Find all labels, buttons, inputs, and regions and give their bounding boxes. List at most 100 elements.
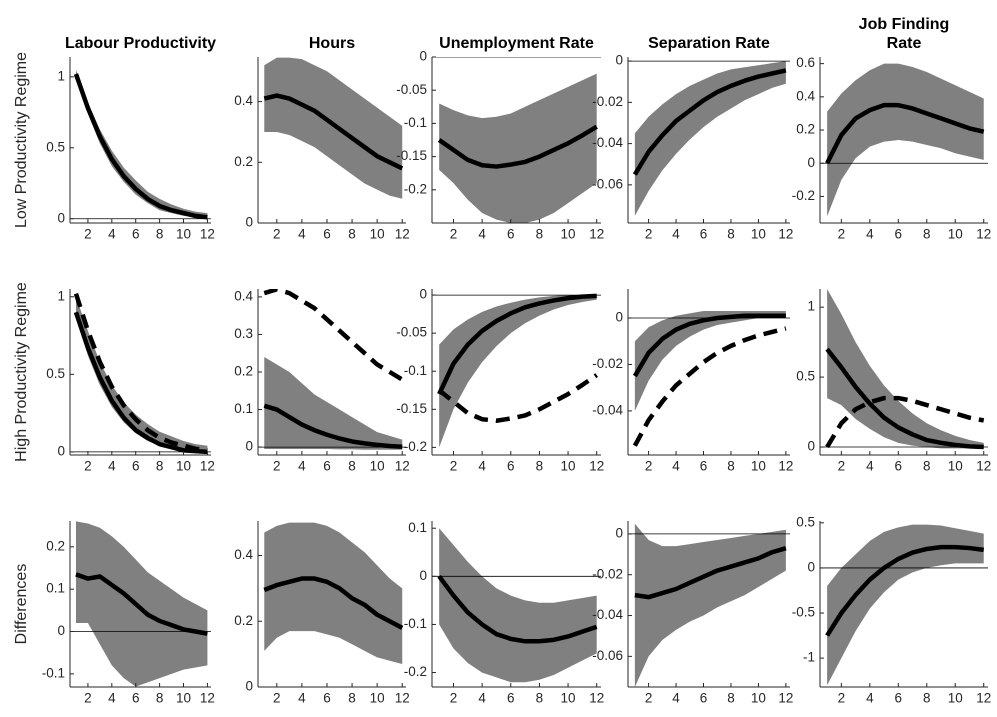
row-label: High Productivity Regime xyxy=(13,282,30,462)
x-tick-label: 8 xyxy=(923,691,931,706)
median-line xyxy=(437,574,598,644)
x-tick-label: 10 xyxy=(948,227,963,242)
x-tick-label: 4 xyxy=(478,691,486,706)
y-tick-label: -0.02 xyxy=(592,94,623,109)
x-tick-label: 10 xyxy=(176,691,191,706)
x-tick-label: 4 xyxy=(866,691,874,706)
x-tick-label: 4 xyxy=(108,459,116,474)
x-tick-label: 6 xyxy=(700,227,708,242)
panel-title: Unemployment Rate xyxy=(439,35,594,52)
y-tick-label: 0 xyxy=(245,439,253,454)
x-tick-label: 6 xyxy=(700,691,708,706)
x-tick-label: 8 xyxy=(923,227,931,242)
y-tick-label: 0 xyxy=(419,49,427,64)
median-line xyxy=(263,403,403,449)
y-tick-label: 0.6 xyxy=(796,55,815,70)
y-tick-label: -0.15 xyxy=(396,148,427,163)
confidence-band xyxy=(439,295,597,448)
x-tick-label: 10 xyxy=(370,459,385,474)
y-tick-label: -0.04 xyxy=(592,607,623,622)
y-tick-label: 1 xyxy=(57,68,65,83)
dashed-line xyxy=(632,326,787,447)
y-tick-label: -0.02 xyxy=(592,566,623,581)
y-tick-label: 0 xyxy=(57,210,65,225)
y-tick-label: 0 xyxy=(57,623,65,638)
y-tick-label: -0.2 xyxy=(404,181,427,196)
confidence-band xyxy=(634,311,786,411)
dashed-line xyxy=(825,395,985,449)
x-tick-label: 4 xyxy=(478,227,486,242)
panel xyxy=(628,60,790,216)
y-tick-label: -0.1 xyxy=(404,363,427,378)
y-tick-label: 0 xyxy=(419,287,427,302)
y-tick-label: 1 xyxy=(57,288,65,303)
x-tick-label: 8 xyxy=(348,227,356,242)
x-tick-label: 10 xyxy=(751,459,766,474)
median-line xyxy=(437,293,597,396)
median-line xyxy=(73,311,208,455)
median-line xyxy=(437,124,598,169)
confidence-band xyxy=(439,73,597,223)
y-tick-label: 0 xyxy=(615,310,623,325)
confidence-band xyxy=(634,61,786,216)
x-tick-label: 8 xyxy=(727,227,735,242)
dashed-line xyxy=(437,373,598,423)
x-tick-label: 4 xyxy=(866,227,874,242)
panel xyxy=(432,57,601,223)
x-tick-label: 2 xyxy=(84,459,92,474)
y-tick-label: 0 xyxy=(419,568,427,583)
x-tick-label: 8 xyxy=(348,691,356,706)
x-tick-label: 8 xyxy=(727,691,735,706)
x-tick-label: 10 xyxy=(176,227,191,242)
panel xyxy=(628,523,790,687)
x-tick-label: 6 xyxy=(895,459,903,474)
y-tick-label: -0.2 xyxy=(404,664,427,679)
confidence-band xyxy=(827,63,984,217)
x-tick-label: 8 xyxy=(348,459,356,474)
y-tick-label: -0.5 xyxy=(792,605,815,620)
panel xyxy=(432,293,601,448)
x-tick-label: 10 xyxy=(370,691,385,706)
x-tick-label: 8 xyxy=(156,227,164,242)
y-tick-label: 0.5 xyxy=(796,369,815,384)
y-tick-label: 0.1 xyxy=(408,520,427,535)
x-tick-label: 4 xyxy=(672,459,680,474)
y-tick-label: 0 xyxy=(807,559,815,574)
y-tick-label: 0 xyxy=(245,679,253,694)
x-tick-label: 2 xyxy=(838,691,846,706)
panel xyxy=(258,522,406,687)
x-tick-label: 2 xyxy=(838,459,846,474)
median-line xyxy=(263,576,404,630)
x-tick-label: 10 xyxy=(751,691,766,706)
confidence-band xyxy=(634,523,786,687)
x-tick-label: 2 xyxy=(645,691,653,706)
x-tick-label: 12 xyxy=(976,691,991,706)
y-tick-label: -0.06 xyxy=(592,648,623,663)
median-line xyxy=(825,544,985,637)
y-tick-label: 0.1 xyxy=(46,581,65,596)
row-label: Differences xyxy=(13,564,30,645)
x-tick-label: 2 xyxy=(84,227,92,242)
x-tick-label: 2 xyxy=(84,691,92,706)
panel xyxy=(628,311,790,447)
median-line xyxy=(825,347,984,450)
dashed-line xyxy=(263,289,404,382)
y-tick-label: 0.4 xyxy=(234,288,253,303)
x-tick-label: 6 xyxy=(507,691,515,706)
y-tick-label: 0.5 xyxy=(796,514,815,529)
y-tick-label: 0.5 xyxy=(46,139,65,154)
x-tick-label: 4 xyxy=(672,227,680,242)
y-tick-label: 0.3 xyxy=(234,326,253,341)
x-tick-label: 6 xyxy=(895,691,903,706)
x-tick-label: 6 xyxy=(323,227,331,242)
x-tick-label: 8 xyxy=(536,227,544,242)
y-tick-label: -0.02 xyxy=(592,356,623,371)
x-tick-label: 2 xyxy=(273,227,281,242)
x-tick-label: 4 xyxy=(298,459,306,474)
x-tick-label: 8 xyxy=(156,459,164,474)
x-tick-label: 6 xyxy=(323,691,331,706)
x-tick-label: 4 xyxy=(108,691,116,706)
y-tick-label: 0 xyxy=(615,53,623,68)
x-tick-label: 12 xyxy=(200,459,215,474)
